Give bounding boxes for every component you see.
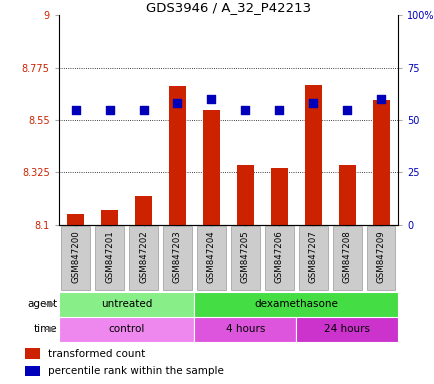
Point: [309, 100, 316, 106]
FancyBboxPatch shape: [296, 317, 397, 342]
Point: [343, 106, 350, 113]
FancyBboxPatch shape: [298, 226, 327, 291]
Text: transformed count: transformed count: [48, 349, 145, 359]
Text: dexamethasone: dexamethasone: [254, 299, 337, 310]
Bar: [101, 210, 118, 225]
Bar: [338, 166, 355, 225]
Point: [207, 96, 214, 102]
FancyBboxPatch shape: [95, 226, 124, 291]
Bar: [237, 166, 253, 225]
Point: [72, 106, 79, 113]
Bar: [25, 348, 40, 359]
FancyBboxPatch shape: [59, 317, 194, 342]
FancyBboxPatch shape: [129, 226, 158, 291]
Bar: [25, 366, 40, 376]
Bar: [169, 86, 186, 225]
Point: [241, 106, 248, 113]
FancyBboxPatch shape: [332, 226, 361, 291]
Text: untreated: untreated: [101, 299, 152, 310]
Bar: [67, 214, 84, 225]
FancyBboxPatch shape: [59, 292, 194, 317]
Bar: [135, 195, 152, 225]
FancyBboxPatch shape: [197, 226, 225, 291]
Text: GSM847204: GSM847204: [207, 230, 215, 283]
Text: GSM847203: GSM847203: [173, 230, 181, 283]
Bar: [203, 109, 220, 225]
Text: GSM847207: GSM847207: [308, 230, 317, 283]
Text: percentile rank within the sample: percentile rank within the sample: [48, 366, 224, 376]
Text: GSM847208: GSM847208: [342, 230, 351, 283]
Text: GSM847201: GSM847201: [105, 230, 114, 283]
Text: time: time: [33, 324, 57, 334]
Text: GSM847209: GSM847209: [376, 230, 385, 283]
FancyBboxPatch shape: [194, 292, 397, 317]
Point: [275, 106, 282, 113]
Point: [377, 96, 384, 102]
FancyBboxPatch shape: [194, 317, 296, 342]
Point: [106, 106, 113, 113]
Text: control: control: [108, 324, 145, 334]
Point: [174, 100, 181, 106]
FancyBboxPatch shape: [366, 226, 395, 291]
Text: 4 hours: 4 hours: [225, 324, 264, 334]
Bar: [270, 168, 287, 225]
Bar: [304, 85, 321, 225]
Text: GSM847200: GSM847200: [71, 230, 80, 283]
FancyBboxPatch shape: [163, 226, 191, 291]
Text: 24 hours: 24 hours: [323, 324, 369, 334]
Point: [140, 106, 147, 113]
Text: agent: agent: [27, 299, 57, 310]
Text: GSM847202: GSM847202: [139, 230, 148, 283]
Text: GSM847205: GSM847205: [240, 230, 249, 283]
FancyBboxPatch shape: [230, 226, 259, 291]
Text: GSM847206: GSM847206: [274, 230, 283, 283]
Title: GDS3946 / A_32_P42213: GDS3946 / A_32_P42213: [145, 1, 310, 14]
FancyBboxPatch shape: [264, 226, 293, 291]
FancyBboxPatch shape: [61, 226, 90, 291]
Bar: [372, 100, 389, 225]
